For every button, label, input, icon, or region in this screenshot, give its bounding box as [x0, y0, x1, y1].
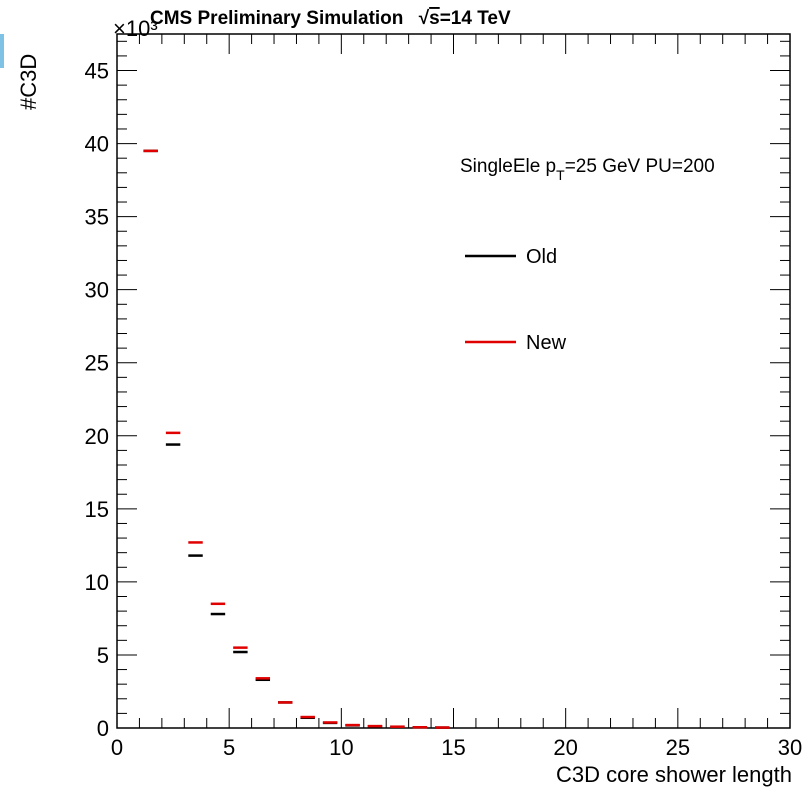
annotation-subscript: T [556, 167, 565, 183]
y-tick-label: 20 [85, 424, 109, 449]
y-tick-label: 5 [97, 643, 109, 668]
legend-label-old: Old [526, 246, 557, 268]
x-tick-label: 10 [329, 735, 353, 760]
x-tick-label: 0 [111, 735, 123, 760]
x-tick-label: 15 [441, 735, 465, 760]
annotation-main: SingleEle p [460, 156, 556, 177]
y-tick-label: 15 [85, 497, 109, 522]
y-tick-label: 10 [85, 570, 109, 595]
legend: Old New [465, 246, 567, 354]
y-tick-label: 0 [97, 716, 109, 741]
x-axis-ticks: 0 5 10 15 20 25 30 [111, 34, 802, 760]
y-axis-ticks: 0 5 10 15 20 25 30 35 40 45 [85, 40, 790, 741]
annotation-rest: =25 GeV PU=200 [565, 156, 715, 177]
x-tick-label: 20 [553, 735, 577, 760]
y-tick-label: 35 [85, 205, 109, 230]
y-tick-label: 25 [85, 351, 109, 376]
series-new [143, 149, 450, 729]
y-tick-label: 30 [85, 278, 109, 303]
sample-annotation: SingleEle pT=25 GeV PU=200 [460, 156, 715, 183]
y-multiplier: ×10³ [113, 16, 158, 41]
corner-marker [0, 34, 4, 68]
plot-frame [116, 33, 791, 729]
series-layer [143, 149, 450, 729]
chart-title: CMS Preliminary Simulation √s=14 TeV [150, 8, 511, 29]
x-tick-label: 30 [778, 735, 802, 760]
y-axis-label: #C3D [16, 54, 41, 110]
legend-label-new: New [526, 332, 567, 354]
x-tick-label: 5 [223, 735, 235, 760]
series-old [143, 149, 450, 729]
chart-title-main: CMS Preliminary Simulation [150, 8, 403, 29]
sqrt-argument: s [429, 8, 440, 29]
energy-value: =14 TeV [440, 8, 511, 29]
x-tick-label: 25 [666, 735, 690, 760]
y-tick-label: 45 [85, 59, 109, 84]
x-axis-label: C3D core shower length [556, 762, 792, 787]
sqrt-symbol: √ [419, 8, 430, 29]
y-tick-label: 40 [85, 132, 109, 157]
